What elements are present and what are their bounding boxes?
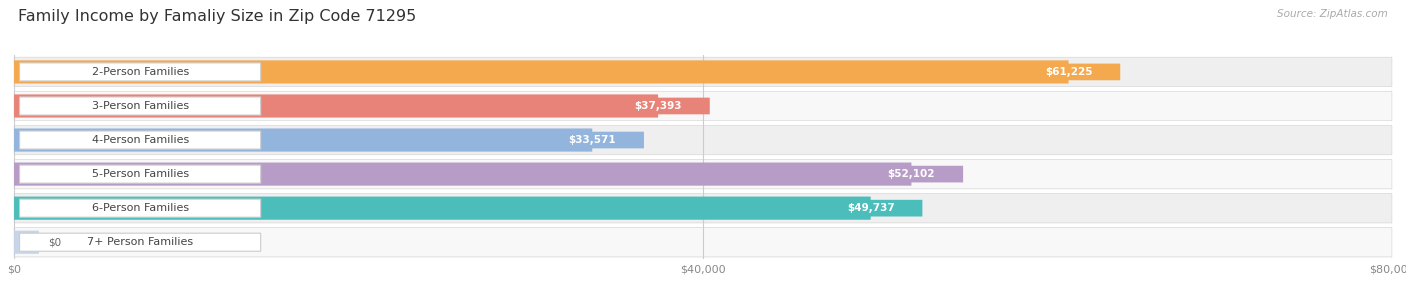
FancyBboxPatch shape [14,160,1392,189]
FancyBboxPatch shape [20,233,260,251]
Text: $37,393: $37,393 [634,101,682,111]
Text: $0: $0 [48,237,62,247]
FancyBboxPatch shape [14,91,1392,121]
Text: Family Income by Famaliy Size in Zip Code 71295: Family Income by Famaliy Size in Zip Cod… [18,9,416,24]
FancyBboxPatch shape [606,98,710,114]
FancyBboxPatch shape [14,228,1392,257]
FancyBboxPatch shape [20,199,260,217]
FancyBboxPatch shape [14,193,1392,223]
FancyBboxPatch shape [14,95,658,117]
Text: 4-Person Families: 4-Person Families [91,135,188,145]
FancyBboxPatch shape [540,132,644,149]
FancyBboxPatch shape [14,91,1392,121]
FancyBboxPatch shape [14,160,1392,189]
Text: 7+ Person Families: 7+ Person Families [87,237,193,247]
FancyBboxPatch shape [14,163,911,186]
Text: 3-Person Families: 3-Person Families [91,101,188,111]
FancyBboxPatch shape [20,165,260,183]
FancyBboxPatch shape [14,57,1392,87]
Text: $49,737: $49,737 [846,203,894,213]
FancyBboxPatch shape [20,131,260,149]
Text: 2-Person Families: 2-Person Families [91,67,188,77]
Text: $52,102: $52,102 [887,169,935,179]
FancyBboxPatch shape [14,193,1392,223]
Text: $33,571: $33,571 [568,135,616,145]
FancyBboxPatch shape [20,63,260,81]
FancyBboxPatch shape [14,128,592,152]
FancyBboxPatch shape [14,60,1069,84]
FancyBboxPatch shape [20,97,260,115]
FancyBboxPatch shape [14,228,1392,257]
FancyBboxPatch shape [14,125,1392,155]
FancyBboxPatch shape [820,200,922,217]
Text: 6-Person Families: 6-Person Families [91,203,188,213]
FancyBboxPatch shape [14,231,39,254]
FancyBboxPatch shape [14,197,870,220]
FancyBboxPatch shape [859,166,963,182]
Text: Source: ZipAtlas.com: Source: ZipAtlas.com [1277,9,1388,19]
Text: $61,225: $61,225 [1045,67,1092,77]
FancyBboxPatch shape [14,57,1392,87]
Text: 5-Person Families: 5-Person Families [91,169,188,179]
FancyBboxPatch shape [1017,63,1121,80]
FancyBboxPatch shape [14,125,1392,155]
